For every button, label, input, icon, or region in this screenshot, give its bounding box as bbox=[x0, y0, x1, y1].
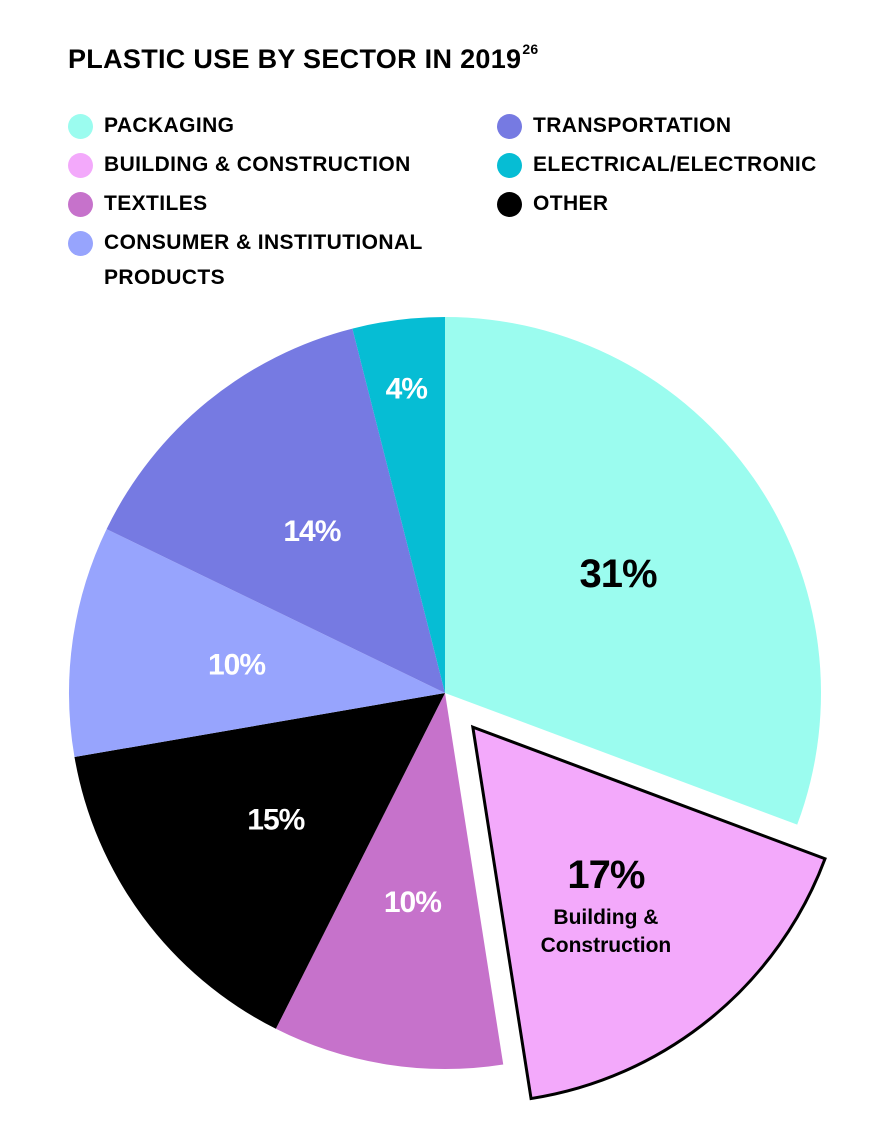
legend-label-electrical-electronic: ELECTRICAL/ELECTRONIC bbox=[533, 153, 817, 176]
slice-sublabel-building-construction: Building & bbox=[553, 906, 658, 929]
slice-label-transportation: 14% bbox=[283, 515, 340, 548]
legend-item-building-construction: BUILDING & CONSTRUCTION bbox=[68, 151, 468, 182]
legend-item-electrical-electronic: ELECTRICAL/ELECTRONIC bbox=[497, 151, 867, 182]
chart-title: PLASTIC USE BY SECTOR IN 201926 bbox=[68, 41, 539, 75]
pie-slice-other bbox=[74, 693, 446, 1029]
slice-label-textiles: 10% bbox=[384, 886, 441, 919]
legend-swatch-textiles bbox=[68, 192, 93, 217]
legend-swatch-consumer-institutional bbox=[68, 231, 93, 256]
legend-swatch-packaging bbox=[68, 114, 93, 139]
pie-slice-consumer-institutional-products bbox=[69, 529, 446, 758]
legend-item-consumer-institutional: CONSUMER & INSTITUTIONAL PRODUCTS bbox=[68, 229, 468, 295]
slice-label-consumer-institutional-products: 10% bbox=[208, 649, 265, 682]
legend-left-column: PACKAGING BUILDING & CONSTRUCTION TEXTIL… bbox=[68, 112, 468, 303]
pie-slice-textiles bbox=[275, 693, 504, 1069]
legend-right-column: TRANSPORTATION ELECTRICAL/ELECTRONIC OTH… bbox=[497, 112, 867, 229]
legend-label-textiles: TEXTILES bbox=[104, 192, 208, 215]
legend-swatch-transportation bbox=[497, 114, 522, 139]
legend-swatch-other bbox=[497, 192, 522, 217]
chart-title-text: PLASTIC USE BY SECTOR IN 2019 bbox=[68, 44, 522, 74]
slice-label-packaging: 31% bbox=[579, 552, 656, 596]
legend-item-packaging: PACKAGING bbox=[68, 112, 468, 143]
pie-slice-building-construction bbox=[470, 724, 827, 1101]
legend-label-consumer-institutional: CONSUMER & INSTITUTIONAL PRODUCTS bbox=[104, 231, 423, 289]
legend-label-building-construction: BUILDING & CONSTRUCTION bbox=[104, 153, 411, 176]
legend-item-textiles: TEXTILES bbox=[68, 190, 468, 221]
pie-slice-packaging bbox=[445, 317, 821, 825]
slice-label-electrical-electronic: 4% bbox=[386, 372, 428, 405]
slice-label-building-construction: 17% bbox=[567, 853, 644, 897]
legend-swatch-electrical-electronic bbox=[497, 153, 522, 178]
legend-item-other: OTHER bbox=[497, 190, 867, 221]
title-footnote: 26 bbox=[522, 41, 539, 57]
slice-sublabel-building-construction: Construction bbox=[541, 934, 672, 957]
legend-label-other: OTHER bbox=[533, 192, 609, 215]
legend-item-transportation: TRANSPORTATION bbox=[497, 112, 867, 143]
legend-label-transportation: TRANSPORTATION bbox=[533, 114, 732, 137]
legend-label-packaging: PACKAGING bbox=[104, 114, 235, 137]
slice-label-other: 15% bbox=[247, 803, 304, 836]
pie-slice-transportation bbox=[106, 328, 445, 693]
pie-slice-electrical-electronic bbox=[352, 317, 445, 693]
legend-swatch-building-construction bbox=[68, 153, 93, 178]
